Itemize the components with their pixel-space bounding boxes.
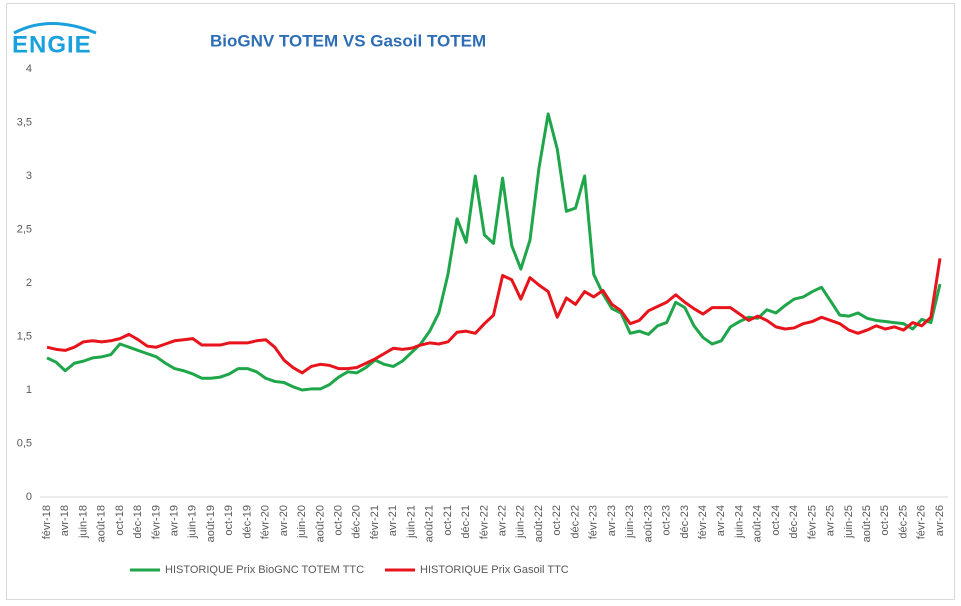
x-tick-label: oct-22 bbox=[551, 505, 563, 536]
line-series bbox=[46, 112, 942, 392]
x-tick-label: févr-18 bbox=[41, 505, 53, 539]
x-tick-label: oct-23 bbox=[661, 505, 673, 536]
x-tick-label: oct-18 bbox=[114, 505, 126, 536]
x-tick-label: août-24 bbox=[752, 505, 764, 542]
x-tick-label: févr-21 bbox=[369, 505, 381, 539]
x-tick-label: déc-20 bbox=[351, 505, 363, 539]
x-tick-label: déc-23 bbox=[679, 505, 691, 539]
x-tick-label: oct-19 bbox=[223, 505, 235, 536]
x-tick-label: févr-20 bbox=[260, 505, 272, 539]
y-tick-label: 1,5 bbox=[17, 330, 32, 342]
x-tick-label: août-21 bbox=[424, 505, 436, 542]
logo-arc bbox=[13, 22, 97, 35]
x-tick-label: avr-22 bbox=[497, 505, 509, 536]
x-tick-label: août-19 bbox=[205, 505, 217, 542]
line-series bbox=[46, 258, 942, 375]
x-tick-label: avr-26 bbox=[934, 505, 946, 536]
x-tick-label: avr-19 bbox=[168, 505, 180, 536]
y-tick-label: 1 bbox=[26, 384, 32, 396]
x-tick-label: avr-18 bbox=[59, 505, 71, 536]
x-tick-label: févr-24 bbox=[697, 505, 709, 539]
x-tick-label: déc-19 bbox=[241, 505, 253, 539]
x-tick-label: juin-20 bbox=[296, 505, 308, 539]
x-tick-label: déc-18 bbox=[132, 505, 144, 539]
x-tick-label: févr-19 bbox=[150, 505, 162, 539]
legend-label: HISTORIQUE Prix BioGNC TOTEM TTC bbox=[165, 564, 364, 576]
y-tick-label: 3 bbox=[26, 170, 32, 182]
y-tick-label: 3,5 bbox=[17, 116, 32, 128]
x-tick-label: avr-21 bbox=[387, 505, 399, 536]
x-tick-label: juin-19 bbox=[187, 505, 199, 539]
x-tick-label: août-23 bbox=[642, 505, 654, 542]
x-tick-label: juin-21 bbox=[405, 505, 417, 539]
chart-title: BioGNV TOTEM VS Gasoil TOTEM bbox=[210, 31, 486, 50]
x-tick-label: août-20 bbox=[314, 505, 326, 542]
x-tick-label: avr-24 bbox=[715, 505, 727, 536]
logo: ENGIE bbox=[12, 31, 92, 58]
x-tick-label: août-18 bbox=[96, 505, 108, 542]
x-tick-label: juin-22 bbox=[515, 505, 527, 539]
y-tick-label: 0,5 bbox=[17, 437, 32, 449]
x-tick-label: déc-25 bbox=[897, 505, 909, 539]
x-tick-label: déc-22 bbox=[569, 505, 581, 539]
x-tick-label: févr-25 bbox=[806, 505, 818, 539]
x-tick-label: déc-21 bbox=[460, 505, 472, 539]
x-tick-label: avr-23 bbox=[606, 505, 618, 536]
legend-label: HISTORIQUE Prix Gasoil TTC bbox=[420, 564, 569, 576]
x-tick-label: août-25 bbox=[861, 505, 873, 542]
x-tick-label: oct-24 bbox=[770, 505, 782, 536]
chart-frame bbox=[6, 3, 955, 600]
x-tick-label: juin-18 bbox=[77, 505, 89, 539]
x-tick-label: avr-20 bbox=[278, 505, 290, 536]
x-tick-label: févr-26 bbox=[916, 505, 928, 539]
x-tick-label: oct-20 bbox=[332, 505, 344, 536]
x-tick-label: juin-24 bbox=[733, 505, 745, 539]
y-tick-label: 4 bbox=[26, 63, 32, 75]
y-tick-label: 2 bbox=[26, 277, 32, 289]
x-tick-label: févr-22 bbox=[478, 505, 490, 539]
x-tick-label: févr-23 bbox=[588, 505, 600, 539]
x-tick-label: août-22 bbox=[533, 505, 545, 542]
y-tick-label: 2,5 bbox=[17, 223, 32, 235]
x-tick-label: juin-23 bbox=[624, 505, 636, 539]
y-tick-label: 0 bbox=[26, 491, 32, 503]
x-tick-label: oct-21 bbox=[442, 505, 454, 536]
x-tick-label: avr-25 bbox=[825, 505, 837, 536]
x-tick-label: juin-25 bbox=[843, 505, 855, 539]
x-tick-label: oct-25 bbox=[879, 505, 891, 536]
x-tick-label: déc-24 bbox=[788, 505, 800, 539]
